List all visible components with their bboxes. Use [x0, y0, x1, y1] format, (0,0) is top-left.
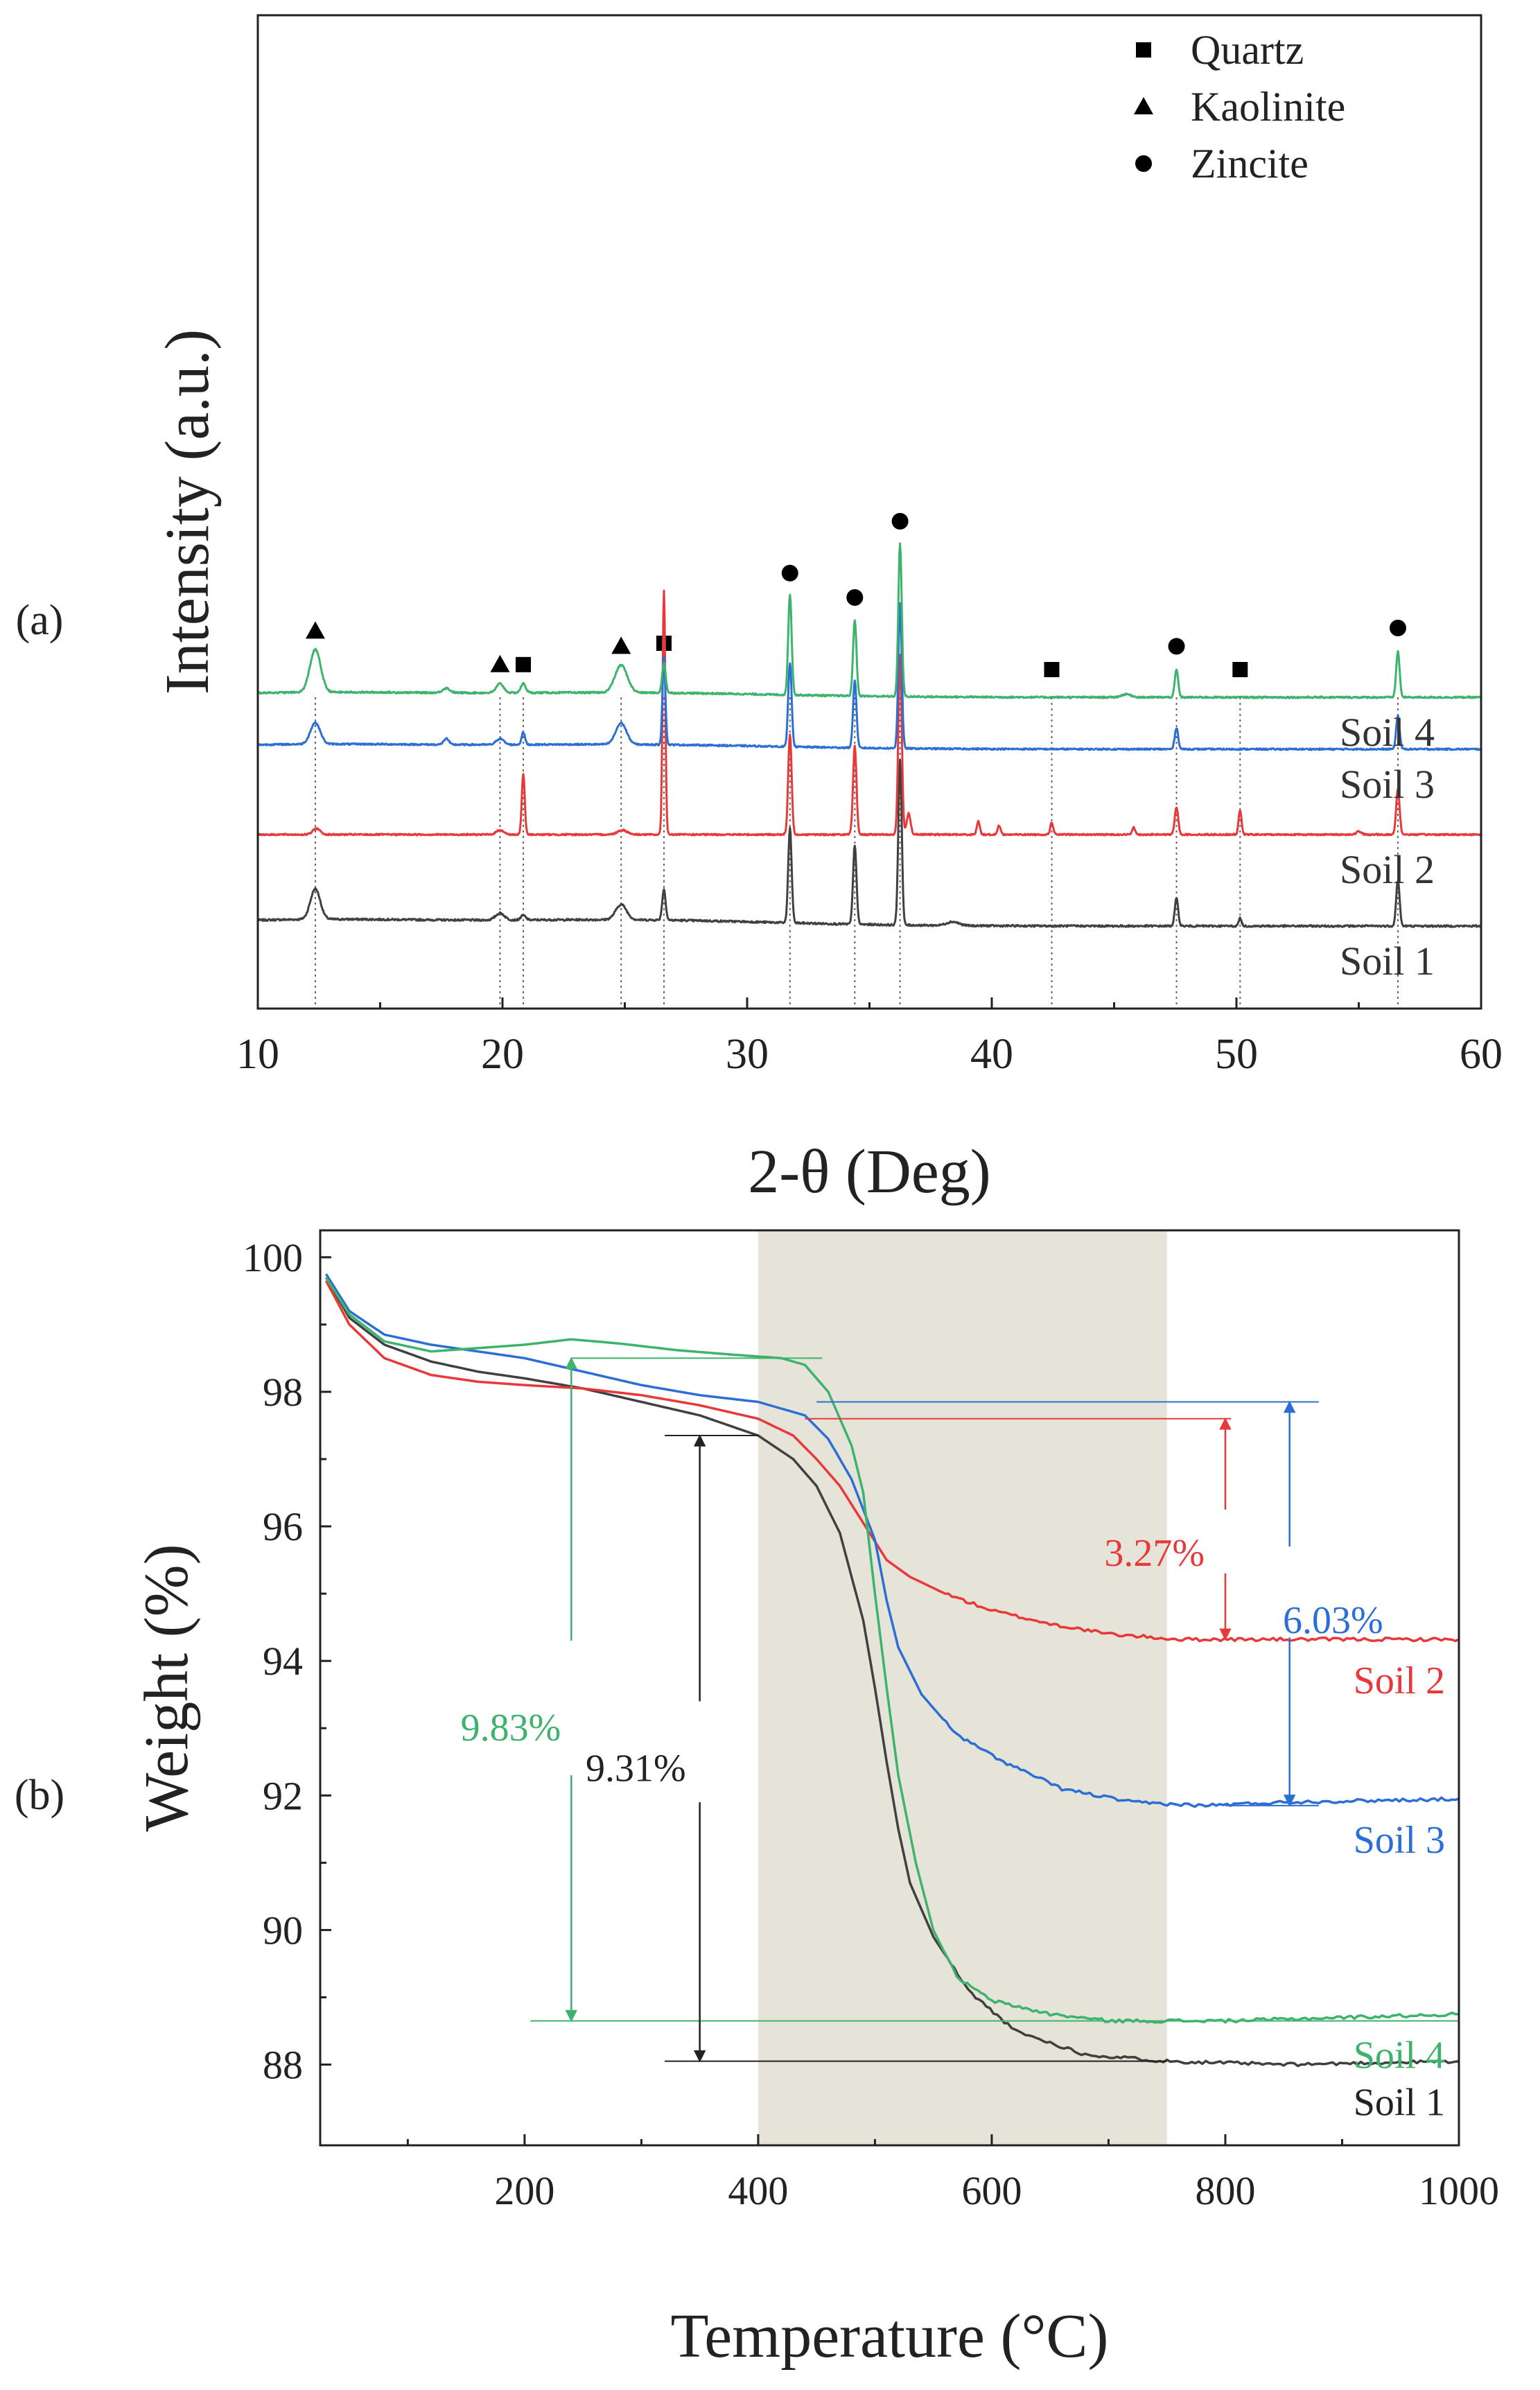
tga-label-soil-4: Soil 4	[1354, 2034, 1445, 2077]
tga-x-axis-title: Temperature (°C)	[671, 2302, 1109, 2371]
marker-quartz	[1232, 662, 1248, 677]
phase-marker-layer	[305, 513, 1406, 677]
xrd-series-labels: Soil 1 Soil 2 Soil 3 Soil 4	[1340, 710, 1435, 984]
tga-plot-frame	[319, 1229, 1460, 2147]
xrd-x-tick-label: 50	[1215, 1031, 1258, 1078]
xrd-series-layer	[256, 542, 1482, 928]
legend-quartz-label: Quartz	[1191, 27, 1304, 73]
tga-y-tick-label: 96	[263, 1504, 303, 1549]
xrd-x-tick-label: 30	[726, 1031, 769, 1078]
marker-kaolinite	[490, 654, 510, 672]
marker-zincite	[781, 564, 798, 582]
mass-loss-value: 3.27%	[1104, 1532, 1205, 1575]
mass-loss-value: 9.31%	[586, 1747, 686, 1790]
xrd-x-tick-label: 10	[236, 1031, 279, 1078]
marker-quartz	[516, 656, 532, 672]
tga-label-soil-3: Soil 3	[1354, 1819, 1445, 1862]
legend-kaolinite-label: Kaolinite	[1191, 84, 1345, 130]
xrd-plot-frame	[256, 14, 1482, 1010]
xrd-label-soil-3: Soil 3	[1340, 762, 1435, 807]
xrd-label-soil-2: Soil 2	[1340, 847, 1435, 892]
marker-zincite	[1389, 620, 1406, 636]
marker-kaolinite	[611, 636, 631, 654]
tga-x-tick-label: 600	[961, 2168, 1022, 2213]
mass-loss-value: 9.83%	[461, 1707, 561, 1750]
panel-label-a: (a)	[16, 597, 64, 644]
tga-line-soil-4	[324, 1276, 1459, 2024]
tga-y-tick-label: 88	[263, 2043, 303, 2088]
tga-y-tick-label: 90	[263, 1908, 303, 1953]
tga-x-ticks: 200 400 600 800 1000	[406, 2134, 1499, 2213]
marker-zincite	[1168, 638, 1185, 655]
xrd-x-tick-label: 40	[970, 1031, 1013, 1078]
xrd-line-soil-1	[257, 758, 1482, 928]
tga-y-axis-title: Weight (%)	[132, 1544, 201, 1831]
tga-y-tick-label: 100	[243, 1235, 303, 1280]
tga-y-tick-label: 98	[263, 1370, 303, 1415]
tga-line-soil-1	[324, 1277, 1460, 2068]
xrd-label-soil-4: Soil 4	[1340, 710, 1435, 755]
tga-line-soil-2	[324, 1280, 1460, 1643]
panel-label-b: (b)	[15, 1772, 64, 1819]
tga-x-tick-label: 800	[1195, 2168, 1255, 2213]
tga-x-tick-label: 200	[494, 2168, 554, 2213]
marker-zincite	[891, 513, 909, 530]
mass-loss-value: 6.03%	[1283, 1599, 1383, 1642]
marker-kaolinite	[305, 621, 325, 639]
marker-zincite	[846, 589, 864, 606]
marker-quartz	[1044, 662, 1060, 677]
tga-series-labels: Soil 1 Soil 2 Soil 3 Soil 4	[1354, 1659, 1445, 2125]
xrd-x-tick-label: 60	[1460, 1031, 1503, 1078]
xrd-panel: Soil 1 Soil 2 Soil 3 Soil 4 10 20 30 40 50 60 Qu…	[16, 14, 1503, 1206]
tga-x-tick-label: 1000	[1419, 2168, 1499, 2213]
tga-series-layer	[324, 1273, 1460, 2068]
xrd-label-soil-1: Soil 1	[1340, 939, 1435, 984]
tga-label-soil-1: Soil 1	[1354, 2082, 1445, 2125]
xrd-legend: Quartz Kaolinite Zincite	[1134, 27, 1345, 186]
xrd-y-axis-title: Intensity (a.u.)	[153, 329, 222, 695]
tga-decomposition-region	[758, 1230, 1167, 2145]
legend-zincite-label: Zincite	[1191, 141, 1309, 186]
xrd-x-tick-label: 20	[481, 1031, 524, 1078]
xrd-x-axis-title: 2-θ (Deg)	[748, 1137, 990, 1206]
xrd-x-ticks: 10 20 30 40 50 60	[236, 997, 1503, 1078]
tga-line-soil-3	[324, 1273, 1460, 1808]
xrd-line-soil-2	[257, 589, 1482, 837]
legend-zincite-icon	[1135, 155, 1152, 172]
tga-y-tick-label: 94	[263, 1639, 303, 1684]
xrd-line-soil-3	[257, 602, 1482, 751]
tga-mass-loss-annotations: 9.83% 9.31% 3.27% 6.03%	[461, 1357, 1459, 2063]
tga-y-tick-label: 92	[263, 1773, 303, 1818]
xrd-line-soil-4	[256, 542, 1482, 699]
tga-label-soil-2: Soil 2	[1354, 1659, 1445, 1702]
legend-quartz-icon	[1136, 42, 1151, 58]
legend-kaolinite-icon	[1134, 97, 1153, 114]
tga-y-ticks: 88 90 92 94 96 98 100	[243, 1235, 331, 2088]
tga-x-tick-label: 400	[728, 2168, 788, 2213]
